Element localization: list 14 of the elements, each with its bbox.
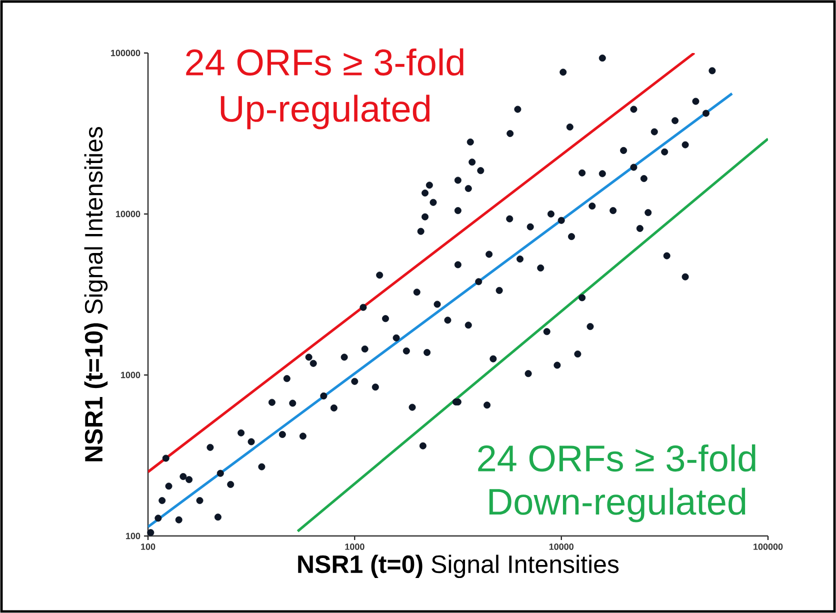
x-tick-label: 100 bbox=[141, 544, 156, 550]
annotation: Up-regulated bbox=[220, 94, 430, 130]
y-tick-label: 100 bbox=[126, 532, 140, 540]
x-tick-label: 10000 bbox=[549, 544, 574, 550]
y-tick-label: 100000 bbox=[111, 50, 140, 56]
annotation: Down-regulated bbox=[489, 488, 746, 522]
x-axis-title: NSR1 (t=0) Signal Intensities bbox=[298, 554, 619, 578]
x-tick-label: 100000 bbox=[754, 544, 783, 550]
y-tick-label: 10000 bbox=[116, 210, 140, 218]
y-tick-label: 1000 bbox=[121, 372, 140, 378]
x-tick-label: 1000 bbox=[345, 544, 364, 550]
y-axis-title: NSR1 (t=10) Signal Intensities bbox=[84, 126, 108, 462]
annotation: 24 ORFs ≥ 3-fold bbox=[186, 48, 464, 76]
annotation: 24 ORFs ≥ 3-fold bbox=[478, 444, 756, 472]
